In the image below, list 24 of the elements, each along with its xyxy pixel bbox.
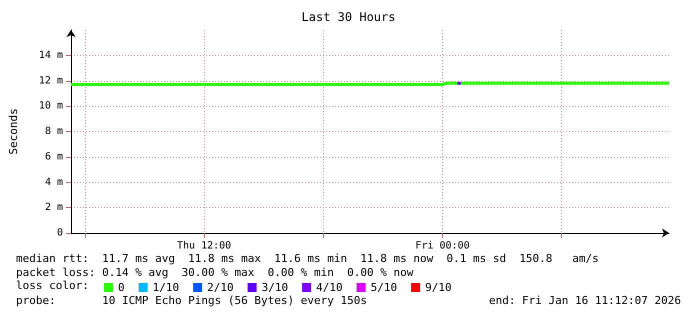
y-tick-label: 8 m [44,126,63,137]
legend-label: 1/10 [152,281,180,294]
y-tick-label: 10 m [38,100,63,112]
legend-title: loss color: [16,279,89,292]
text: probe: 10 ICMP Echo Pings (56 Bytes) every 150s [16,294,367,307]
x-tick-label: Thu 12:00 [177,240,232,252]
y-tick-label: 12 m [38,75,63,86]
y-tick-label: 2 m [44,202,63,214]
text: median rtt: 11.7 ms avg 11.8 ms max 11.6 ms min 11.8 ms now 0.1 ms sd 150.8 am/s [16,252,599,265]
legend-label: 2/10 [207,281,234,294]
legend-label: 5/10 [370,281,398,294]
text: packet loss: 0.14 % avg 30.00 % max 0.00 % min 0.00 % now [16,266,414,279]
legend-label: 3/10 [262,281,288,294]
legend-label: 0 [118,281,125,294]
legend-label: 9/10 [425,281,452,294]
text: end: Fri Jan 16 11:12:07 2026 [488,294,682,307]
legend-label: 4/10 [316,281,343,294]
y-tick-label: 0 [56,228,63,238]
x-tick-label: Fri 00:00 [415,240,470,252]
y-axis-title: Seconds [7,108,20,155]
y-tick-label: 4 m [44,176,63,188]
y-tick-label: 6 m [44,151,63,162]
y-tick-label: 14 m [38,50,63,61]
chart-title: Last 30 Hours [302,10,396,24]
